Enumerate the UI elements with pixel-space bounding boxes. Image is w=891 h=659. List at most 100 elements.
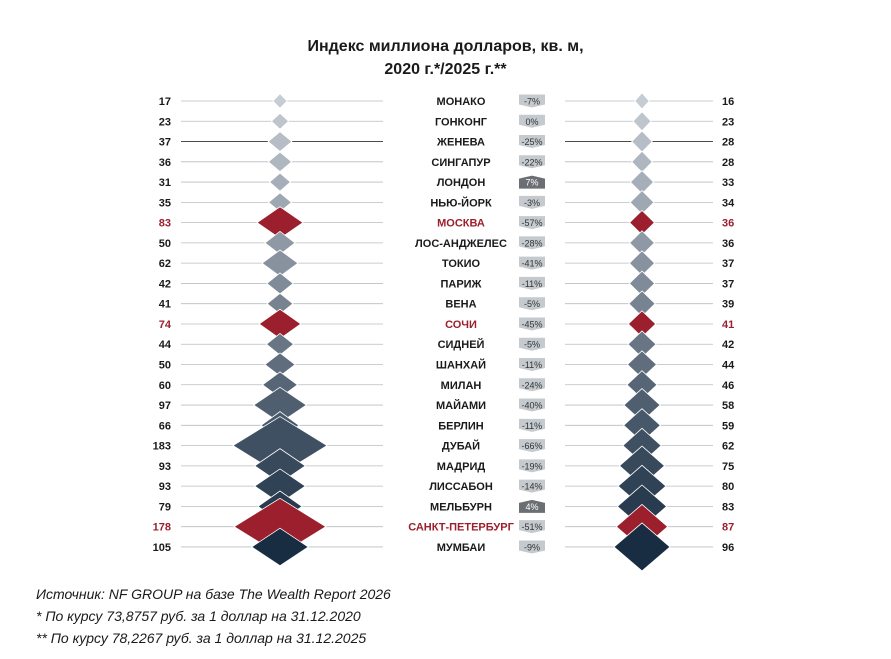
- value-2020: 60: [159, 380, 171, 392]
- value-2020: 83: [159, 218, 171, 230]
- change-label: -11%: [522, 421, 542, 431]
- change-label: -45%: [521, 319, 542, 329]
- change-badge: [519, 114, 545, 128]
- chart-title-line1: Индекс миллиона долларов, кв. м,: [307, 38, 584, 55]
- change-badge: [519, 135, 545, 149]
- diamond-2020: [252, 386, 308, 424]
- value-2025: 87: [722, 522, 734, 534]
- diamond-2020: [266, 272, 294, 295]
- change-badge: [519, 398, 545, 412]
- change-badge: [519, 276, 545, 290]
- change-label: 4%: [525, 502, 538, 512]
- change-badge: [519, 358, 545, 372]
- diamond-2025: [626, 350, 658, 379]
- value-2020: 44: [159, 339, 172, 351]
- diamond-2020: [268, 172, 292, 192]
- change-badge: [519, 499, 545, 513]
- diamond-2020: [266, 292, 294, 315]
- diamond-2025: [628, 250, 656, 277]
- value-2020: 183: [153, 441, 171, 453]
- change-label: -24%: [521, 380, 542, 390]
- value-2020: 93: [159, 461, 171, 473]
- value-2025: 33: [722, 177, 734, 189]
- value-2020: 50: [159, 238, 171, 250]
- change-badge: [519, 155, 545, 169]
- change-label: -66%: [521, 441, 542, 451]
- city-label: ДУБАЙ: [442, 440, 480, 453]
- diamond-2025: [631, 130, 653, 153]
- diamond-2025: [613, 522, 671, 572]
- change-badge: [519, 195, 545, 209]
- city-label: ЖЕНЕВА: [436, 137, 485, 149]
- value-2025: 28: [722, 137, 734, 149]
- change-badge: [519, 479, 545, 493]
- value-2020: 35: [159, 197, 171, 209]
- change-label: -14%: [521, 482, 542, 492]
- value-2025: 36: [722, 218, 734, 230]
- diamonds-2020: [232, 93, 328, 567]
- value-2025: 96: [722, 542, 734, 554]
- value-2025: 37: [722, 278, 734, 290]
- change-badge: [519, 378, 545, 392]
- change-label: -57%: [521, 218, 542, 228]
- value-2025: 41: [722, 319, 734, 331]
- diamond-2025: [628, 290, 656, 317]
- change-badge: [519, 236, 545, 250]
- city-label: ВЕНА: [445, 299, 476, 311]
- diamonds-2025: [613, 92, 671, 572]
- diamond-2020: [264, 230, 296, 255]
- city-label: ПАРИЖ: [440, 278, 481, 290]
- city-label: ШАНХАЙ: [436, 359, 486, 372]
- change-label: -5%: [524, 299, 540, 309]
- value-2025: 28: [722, 157, 734, 169]
- city-label: МОСКВА: [437, 218, 485, 230]
- footnote-2020-rate: * По курсу 73,8757 руб. за 1 доллар на 3…: [36, 608, 361, 624]
- change-badge: [519, 520, 545, 534]
- diamond-2025: [627, 310, 657, 338]
- change-label: -19%: [521, 461, 542, 471]
- city-label: МАЙАМИ: [436, 399, 486, 412]
- change-label: -22%: [521, 157, 542, 167]
- value-2020: 50: [159, 360, 171, 372]
- diamond-2020: [267, 151, 293, 173]
- value-2020: 17: [159, 96, 171, 108]
- diamond-2020: [270, 112, 290, 130]
- value-2025: 42: [722, 339, 734, 351]
- value-2020: 97: [159, 400, 171, 412]
- city-label: СИДНЕЙ: [438, 338, 485, 351]
- change-badge: [519, 540, 545, 554]
- change-label: -41%: [521, 259, 542, 269]
- value-2025: 37: [722, 258, 734, 270]
- chart-title-line2: 2020 г.*/2025 г.**: [384, 61, 507, 78]
- value-2025: 62: [722, 441, 734, 453]
- diamond-2025: [632, 111, 652, 132]
- value-2020: 23: [159, 116, 171, 128]
- value-2020: 178: [153, 522, 171, 534]
- change-badge: [519, 216, 545, 230]
- value-2025: 44: [722, 360, 735, 372]
- change-label: -3%: [524, 198, 540, 208]
- diamond-2020: [267, 192, 293, 213]
- city-label: МОНАКО: [437, 96, 486, 108]
- city-label: ГОНКОНГ: [435, 116, 488, 128]
- value-2025: 83: [722, 501, 734, 513]
- change-label: -28%: [521, 238, 542, 248]
- diamond-2020: [256, 206, 304, 239]
- change-label: -9%: [524, 542, 540, 552]
- city-label: МАДРИД: [437, 461, 486, 473]
- diamond-2020: [264, 352, 296, 377]
- city-label: МИЛАН: [441, 380, 482, 392]
- value-2020: 79: [159, 501, 171, 513]
- value-2025: 34: [722, 197, 735, 209]
- change-badge: [519, 337, 545, 351]
- value-2020: 74: [159, 319, 172, 331]
- value-2025: 23: [722, 116, 734, 128]
- change-label: 0%: [525, 117, 538, 127]
- diamond-2025: [627, 330, 657, 359]
- value-2025: 36: [722, 238, 734, 250]
- city-label: ЛИССАБОН: [429, 481, 493, 493]
- city-label: МУМБАИ: [437, 542, 486, 554]
- footnote-2025-rate: ** По курсу 78,2267 руб. за 1 доллар на …: [36, 630, 367, 646]
- change-label: -5%: [524, 340, 540, 350]
- city-label: НЬЮ-ЙОРК: [430, 196, 492, 209]
